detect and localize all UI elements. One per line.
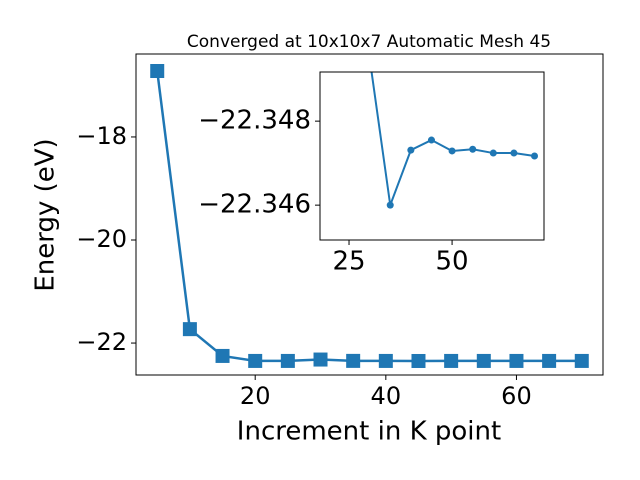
x-tick-label: 20	[240, 382, 271, 410]
y-axis-label: Energy (eV)	[31, 138, 61, 291]
x-axis-label: Increment in K point	[237, 417, 501, 447]
marker	[542, 353, 557, 368]
marker	[574, 353, 589, 368]
marker	[469, 145, 477, 153]
plot-clip	[150, 64, 589, 368]
plot-clip	[370, 72, 539, 209]
x-tick-label: 25	[332, 247, 365, 277]
marker	[476, 353, 491, 368]
marker	[509, 353, 524, 368]
marker	[411, 353, 426, 368]
marker	[427, 136, 435, 144]
marker	[182, 322, 197, 337]
y-tick-label: −20	[76, 225, 127, 253]
marker	[510, 149, 518, 157]
marker	[150, 64, 165, 79]
marker	[407, 146, 415, 154]
marker	[444, 353, 459, 368]
marker	[531, 152, 539, 160]
y-tick-label: −18	[76, 122, 127, 150]
x-tick-label: 40	[371, 382, 402, 410]
y-tick-label: −22	[76, 328, 127, 356]
marker	[280, 353, 295, 368]
x-tick-label: 60	[501, 382, 532, 410]
chart-title: Converged at 10x10x7 Automatic Mesh 45	[187, 32, 551, 52]
y-tick-label: −22.348	[198, 106, 311, 136]
marker	[378, 353, 393, 368]
axes-frame	[319, 71, 545, 241]
marker	[215, 348, 230, 363]
marker	[489, 149, 497, 157]
x-tick-label: 50	[436, 247, 469, 277]
marker	[346, 353, 361, 368]
marker	[448, 147, 456, 155]
marker	[313, 352, 328, 367]
y-tick-label: −22.346	[198, 190, 311, 220]
marker	[386, 201, 394, 209]
plot-area	[320, 72, 544, 240]
axes-frame	[135, 53, 604, 376]
marker	[248, 353, 263, 368]
